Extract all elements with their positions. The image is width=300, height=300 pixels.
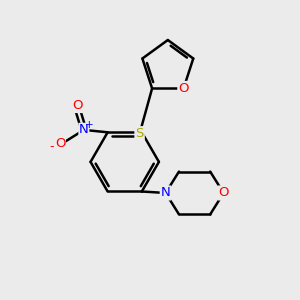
Text: O: O: [72, 99, 83, 112]
Text: N: N: [161, 187, 170, 200]
Text: N: N: [79, 123, 89, 136]
Text: O: O: [178, 82, 189, 95]
Text: O: O: [218, 187, 229, 200]
Text: -: -: [50, 140, 54, 153]
Text: S: S: [135, 127, 144, 140]
Text: O: O: [55, 137, 65, 150]
Text: +: +: [85, 121, 94, 130]
